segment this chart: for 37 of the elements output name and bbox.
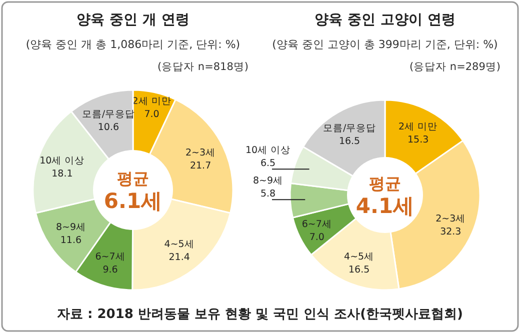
chart-subtitle: (양육 중인 고양이 총 399마리 기준, 단위: %) [272,38,498,51]
slice-label: 6~7세 [302,218,332,230]
data-label: 15.3 [408,134,429,146]
data-label: 6.5 [260,158,276,170]
slice-label: 6~7세 [95,251,126,262]
slice-label: 2~3세 [436,213,466,224]
text: 평균 [369,174,401,193]
data-label: 5.8 [260,188,276,200]
data-label: 32.3 [440,226,462,238]
data-label: 16.5 [338,136,360,147]
slice-label: 2세 미만 [398,122,438,133]
slice-label: 10세 이상 [40,155,85,166]
text: 6.1세 [104,189,162,213]
slice-label: 4~5세 [344,252,374,263]
chart-title: 양육 중인 고양이 연령 [314,12,456,28]
text: (응답자 n=289명) [409,61,501,73]
text: 평균 [117,169,149,188]
slice-label: 8~9세 [252,176,284,187]
text: 자료 : 2018 반려동물 보유 현황 및 국민 인식 조사(한국펫사료협회) [57,307,463,322]
text: 4.1세 [356,194,414,218]
data-label: 7.0 [309,232,324,243]
chart-title: 양육 중인 개 연령 [76,12,190,28]
data-label: 21.7 [190,160,212,172]
slice-label: 10세 이상 [245,145,291,156]
data-label: 18.1 [52,168,73,180]
data-label: 7.0 [144,109,160,120]
slice-label: 모름/무응답 [322,122,376,134]
data-label: 10.6 [98,122,120,134]
text: (응답자 n=818명) [157,61,249,73]
slice-label: 2~3세 [186,147,216,158]
data-label: 21.4 [168,252,190,263]
data-label: 9.6 [102,264,118,276]
slice-label: 4~5세 [164,238,194,250]
chart-subtitle: (양육 중인 개 총 1,086마리 기준, 단위: %) [26,38,240,51]
slice-label: 8~9세 [56,222,86,234]
data-label: 16.5 [348,264,370,276]
data-label: 11.6 [60,235,82,246]
